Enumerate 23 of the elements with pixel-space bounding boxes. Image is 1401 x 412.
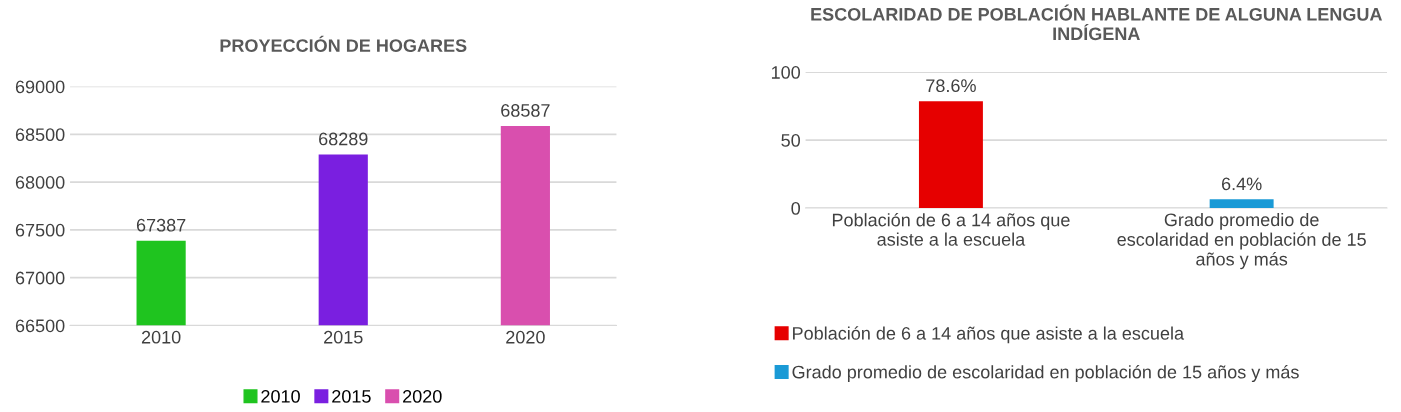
legend-label: 2020	[403, 390, 442, 403]
y-tick-label: 67000	[15, 271, 65, 285]
legend-label: Grado promedio de escolaridad en población de 15 años y más	[792, 364, 1299, 383]
x-tick-label: 2015	[324, 330, 363, 344]
chart-title: ESCOLARIDAD DE POBLACIÓN HABLANTE DE ALGUNA LENGUA INDÍGENA	[811, 4, 1383, 41]
y-tick-label: 50	[781, 134, 801, 147]
y-tick-label: 67500	[15, 223, 65, 237]
data-label: 78.6%	[926, 79, 976, 93]
y-tick-label: 69000	[15, 80, 65, 94]
data-label: 67387	[136, 218, 186, 232]
y-tick-label: 68000	[15, 176, 65, 189]
data-label: 68587	[501, 104, 550, 117]
legend-label: 2015	[332, 390, 371, 403]
legend-label: 2010	[261, 390, 300, 403]
x-tick-label: 2020	[506, 330, 545, 344]
data-label: 6.4%	[1221, 177, 1262, 191]
y-tick-label: 68500	[15, 128, 65, 142]
x-tick-label: 2010	[141, 330, 181, 344]
data-label: 68289	[319, 132, 368, 146]
y-tick-label: 0	[791, 201, 801, 215]
y-tick-label: 66500	[15, 319, 65, 333]
chart-title: PROYECCIÓN DE HOGARES	[220, 35, 467, 52]
y-tick-label: 100	[771, 66, 801, 79]
